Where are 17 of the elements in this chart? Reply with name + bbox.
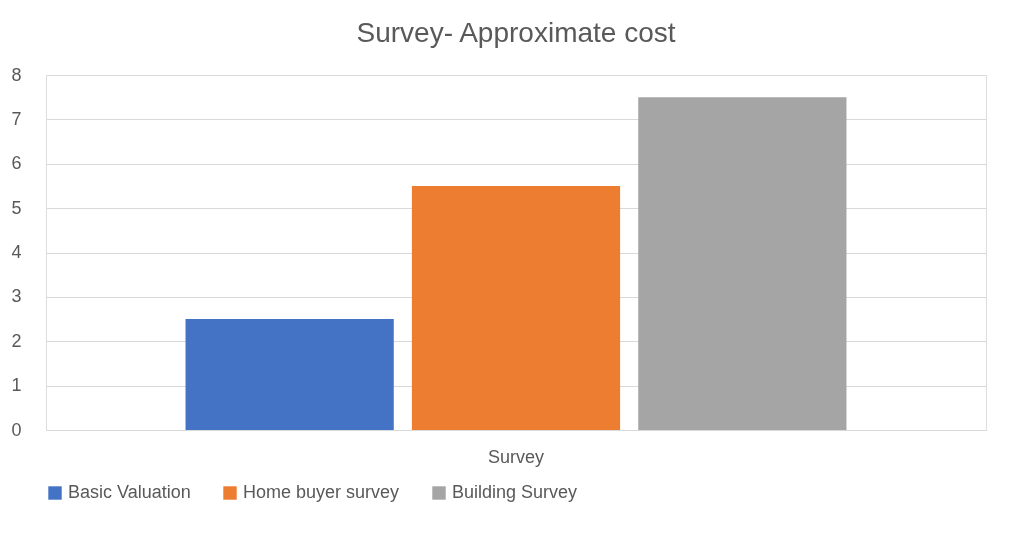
legend-label: Home buyer survey [243,482,400,502]
y-tick-label: 3 [11,286,22,307]
y-tick-label: 7 [11,108,22,129]
y-tick-label: 4 [11,242,22,262]
y-tick-label: 8 [11,64,22,85]
bar [411,185,621,430]
legend-label: Basic Valuation [68,482,191,502]
y-tick-label: 2 [11,330,22,351]
x-tick-label: Survey [487,446,545,467]
y-tick-label: 0 [11,419,22,440]
y-tick-label: 6 [11,153,22,174]
bar [638,97,847,430]
y-tick-label: 5 [11,197,22,218]
chart-title: Survey- Approximate cost [356,17,676,48]
legend-label: Building Survey [452,482,578,502]
bar [185,319,394,430]
y-tick-label: 1 [11,375,22,396]
